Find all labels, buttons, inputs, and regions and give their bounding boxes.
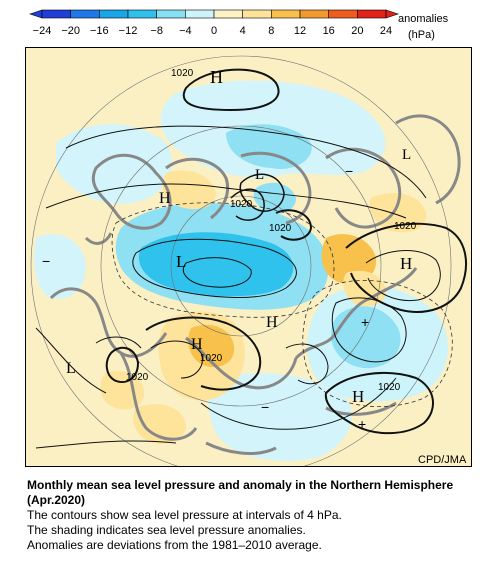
colorbar-cell (357, 9, 387, 19)
caption-line-2: The shading indicates sea level pressure… (27, 523, 306, 537)
map-graphic: H H H H H H L L L L 1020 1020 1020 1020 … (26, 48, 471, 466)
colorbar-tick-label: −16 (90, 25, 109, 37)
colorbar-unit-label: anomalies (398, 13, 449, 25)
colorbar-tick-label: −8 (150, 25, 163, 37)
colorbar-tick-label: 12 (294, 25, 306, 37)
pressure-contours (35, 68, 467, 449)
colorbar-cells (29, 9, 399, 19)
high-west-label: H (159, 190, 171, 207)
low-north-label: L (255, 167, 264, 183)
contour-label-upper: 1020 (230, 199, 253, 210)
caption-line-1: The contours show sea level pressure at … (27, 508, 342, 522)
colorbar-tick-label: 20 (351, 25, 363, 37)
colorbar-arrow-left (29, 9, 43, 19)
colorbar-cell (328, 9, 358, 19)
zero-anomaly-contours (111, 202, 453, 407)
colorbar-tick-labels: −24 −20 −16 −12 −8 −4 0 4 8 12 16 20 24 (33, 25, 393, 37)
high-east-label: H (400, 254, 412, 273)
colorbar-tick-label: 16 (323, 25, 335, 37)
colorbar-graphic: −24 −20 −16 −12 −8 −4 0 4 8 12 16 20 24 anomalies (h… (29, 9, 449, 41)
anomaly-colorbar: −24 −20 −16 −12 −8 −4 0 4 8 12 16 20 24 anomalies (h… (0, 0, 480, 46)
land-outlines (49, 114, 461, 455)
anomaly-sign-labels: − − − + + (42, 163, 369, 432)
latitude-circles (30, 55, 452, 466)
contour-label-southeast: 1020 (378, 382, 401, 393)
low-southwest-label: L (66, 360, 76, 377)
colorbar-cell (299, 9, 329, 19)
colorbar-cell (99, 9, 129, 19)
high-center-label: H (266, 314, 278, 331)
high-north-label: H (210, 67, 223, 87)
minus-sign-west: − (42, 253, 50, 269)
colorbar-cell (127, 9, 157, 19)
contour-label-southwest: 1020 (126, 372, 149, 383)
colorbar-cell (41, 9, 71, 19)
contour-label-east: 1020 (394, 221, 417, 232)
colorbar-tick-label: 0 (211, 25, 217, 37)
plus-sign-south: + (358, 416, 366, 432)
caption-title: Monthly mean sea level pressure and anom… (27, 478, 454, 507)
low-polar-label: L (176, 252, 186, 271)
colorbar-cell (242, 9, 272, 19)
contour-label-north: 1020 (171, 68, 194, 79)
sea-level-pressure-map: H H H H H H L L L L 1020 1020 1020 1020 … (25, 47, 472, 467)
colorbar-tick-label: 8 (268, 25, 274, 37)
colorbar-cell (185, 9, 215, 19)
contour-label-mid: 1020 (269, 223, 292, 234)
plus-sign-center: + (361, 314, 369, 330)
colorbar-cell (156, 9, 186, 19)
colorbar-tick-label: −12 (119, 25, 138, 37)
credit-label: CPD/JMA (418, 454, 467, 466)
contour-label-center: 1020 (200, 353, 223, 364)
colorbar-tick-label: −4 (179, 25, 192, 37)
colorbar-cell (70, 9, 100, 19)
colorbar-cell (271, 9, 301, 19)
minus-sign-south: − (261, 399, 269, 415)
caption-line-3: Anomalies are deviations from the 1981–2… (27, 538, 322, 552)
high-south-label: H (191, 336, 203, 353)
colorbar-tick-label: 4 (240, 25, 246, 37)
colorbar-tick-label: −20 (61, 25, 80, 37)
colorbar-arrow-right (385, 9, 399, 19)
colorbar-tick-label: −24 (33, 25, 52, 37)
contour-value-labels: 1020 1020 1020 1020 1020 1020 1020 (126, 68, 417, 393)
colorbar-tick-label: 24 (380, 25, 392, 37)
high-southeast-label: H (352, 387, 364, 406)
minus-sign-east: − (345, 163, 353, 179)
colorbar-cell (213, 9, 243, 19)
colorbar-unit: (hPa) (408, 29, 435, 41)
pressure-center-labels: H H H H H H L L L L (66, 67, 412, 406)
low-northeast-label: L (402, 147, 411, 163)
